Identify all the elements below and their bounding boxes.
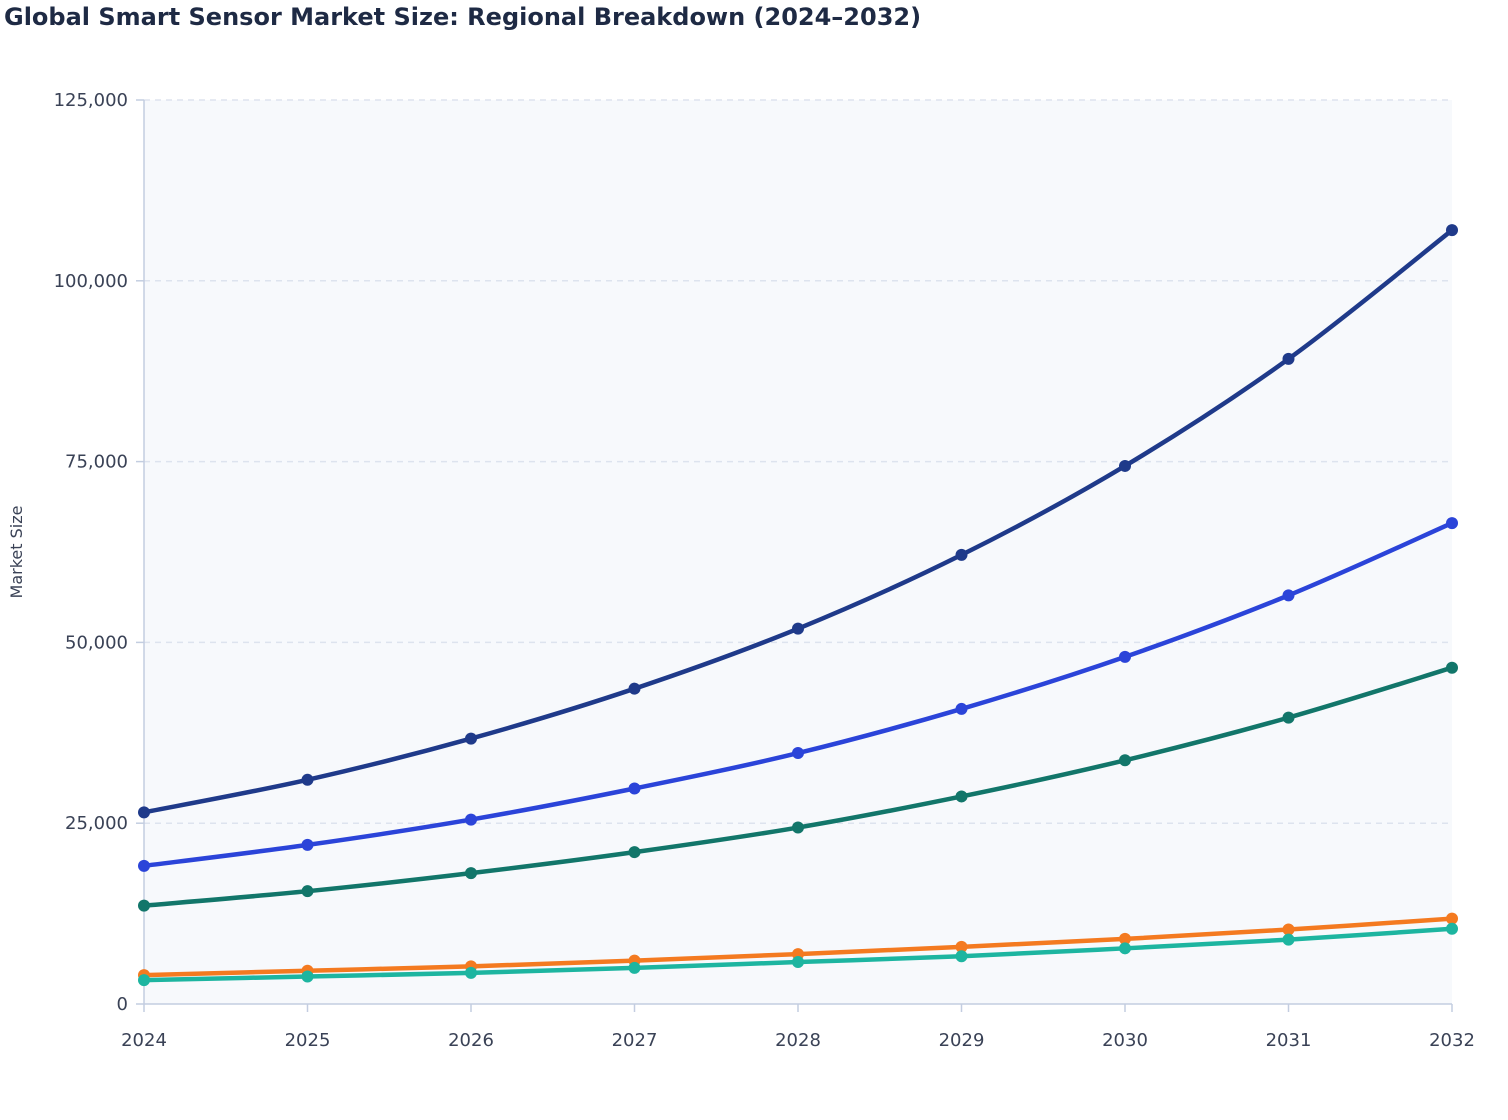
- data-point[interactable]: [955, 548, 968, 561]
- data-point[interactable]: [465, 732, 477, 745]
- data-point[interactable]: [138, 899, 150, 912]
- series-1: [138, 224, 1458, 819]
- data-point[interactable]: [628, 846, 641, 859]
- data-point[interactable]: [1282, 352, 1295, 365]
- data-point[interactable]: [1446, 661, 1458, 674]
- y-tick-label: 50,000: [65, 632, 128, 653]
- x-tick-label: 2030: [1102, 1030, 1148, 1051]
- series-line: [141, 227, 1455, 815]
- data-point[interactable]: [628, 682, 641, 695]
- y-tick-label: 25,000: [65, 813, 128, 834]
- data-point[interactable]: [465, 966, 477, 979]
- x-tick-label: 2026: [448, 1030, 494, 1051]
- y-tick-label: 125,000: [54, 90, 128, 111]
- data-point[interactable]: [1119, 650, 1131, 663]
- data-point[interactable]: [628, 782, 641, 795]
- data-point[interactable]: [955, 790, 968, 803]
- data-point[interactable]: [301, 885, 314, 898]
- y-axis-title: Market Size: [7, 506, 26, 599]
- x-tick-label: 2032: [1429, 1030, 1475, 1051]
- x-tick-label: 2025: [285, 1030, 331, 1051]
- series-line: [141, 520, 1455, 869]
- x-tick-label: 2027: [612, 1030, 658, 1051]
- data-point[interactable]: [1119, 942, 1131, 955]
- data-point[interactable]: [955, 702, 968, 715]
- x-tick-label: 2029: [939, 1030, 985, 1051]
- data-point[interactable]: [1282, 933, 1295, 946]
- data-point[interactable]: [1282, 589, 1295, 602]
- series-layer: [138, 224, 1458, 987]
- data-point[interactable]: [301, 838, 314, 851]
- data-point[interactable]: [1282, 711, 1295, 724]
- data-point[interactable]: [1119, 754, 1131, 767]
- series-3: [138, 661, 1458, 912]
- data-point[interactable]: [792, 622, 804, 635]
- y-tick-label: 100,000: [54, 271, 128, 292]
- data-point[interactable]: [138, 974, 150, 987]
- data-point[interactable]: [1119, 932, 1131, 945]
- data-point[interactable]: [792, 956, 804, 969]
- y-axis-ticks: 0 25,000 50,000 75,000 100,000 125,000: [54, 90, 144, 1015]
- chart-title: Global Smart Sensor Market Size: Regiona…: [4, 3, 922, 31]
- data-point[interactable]: [955, 940, 968, 953]
- series-2: [138, 517, 1458, 872]
- data-point[interactable]: [1446, 922, 1458, 935]
- plot-background: [144, 100, 1452, 1004]
- data-point[interactable]: [955, 950, 968, 963]
- data-point[interactable]: [138, 806, 150, 819]
- x-axis-ticks: 2024 2025 2026 2027 2028 2029 2030 2031 2032: [121, 1004, 1475, 1051]
- data-point[interactable]: [301, 773, 314, 786]
- data-point[interactable]: [465, 813, 477, 826]
- x-tick-label: 2031: [1266, 1030, 1312, 1051]
- y-tick-label: 75,000: [65, 452, 128, 473]
- series-5: [138, 922, 1458, 987]
- data-point[interactable]: [628, 961, 641, 974]
- data-point[interactable]: [1446, 224, 1458, 237]
- x-tick-label: 2028: [775, 1030, 821, 1051]
- data-point[interactable]: [1119, 459, 1131, 472]
- data-point[interactable]: [465, 867, 477, 880]
- data-point[interactable]: [792, 821, 804, 834]
- data-point[interactable]: [792, 747, 804, 760]
- data-point[interactable]: [1446, 517, 1458, 530]
- data-point[interactable]: [1282, 923, 1295, 936]
- x-tick-label: 2024: [121, 1030, 167, 1051]
- data-point[interactable]: [1446, 912, 1458, 925]
- y-tick-label: 0: [117, 994, 128, 1015]
- data-point[interactable]: [138, 859, 150, 872]
- data-point[interactable]: [301, 970, 314, 983]
